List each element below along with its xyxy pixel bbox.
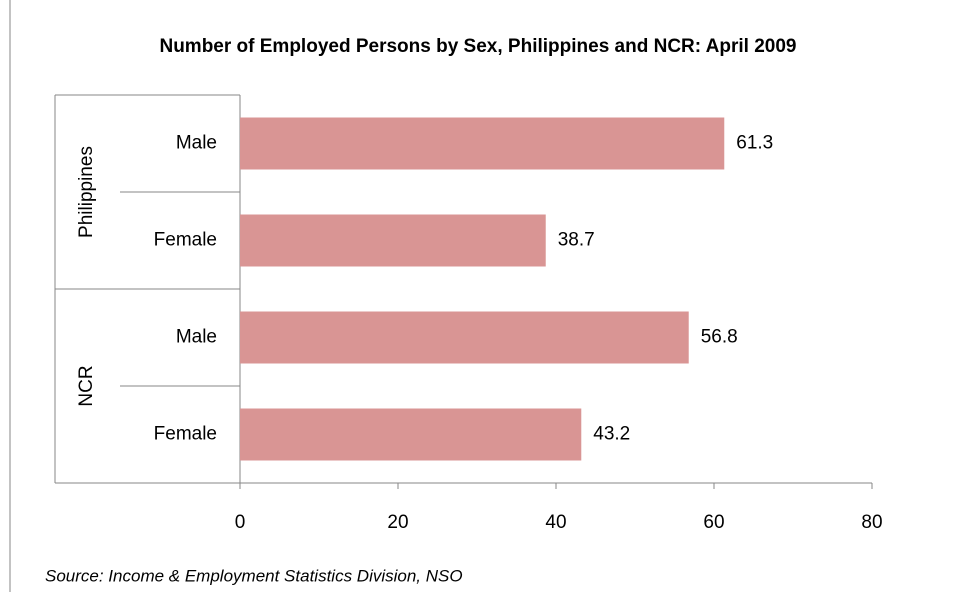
group-label: NCR [76,365,97,406]
group-label: Philippines [76,146,97,238]
bar [240,214,546,267]
chart-title: Number of Employed Persons by Sex, Phili… [159,36,796,57]
bar [240,311,689,364]
value-label: 43.2 [593,424,630,445]
value-label: 38.7 [558,230,595,251]
y-tick-label: Female [154,230,217,251]
value-label: 61.3 [736,133,773,154]
y-tick-label: Male [176,327,217,348]
y-tick-label: Male [176,133,217,154]
source-note: Source: Income & Employment Statistics D… [45,566,463,585]
value-label: 56.8 [701,327,738,348]
y-tick-label: Female [154,424,217,445]
x-tick-label: 80 [861,512,882,533]
bar [240,408,582,461]
x-tick-label: 0 [235,512,246,533]
x-tick-label: 40 [545,512,566,533]
x-tick-label: 60 [703,512,724,533]
x-tick-label: 20 [387,512,408,533]
bar [240,117,725,170]
